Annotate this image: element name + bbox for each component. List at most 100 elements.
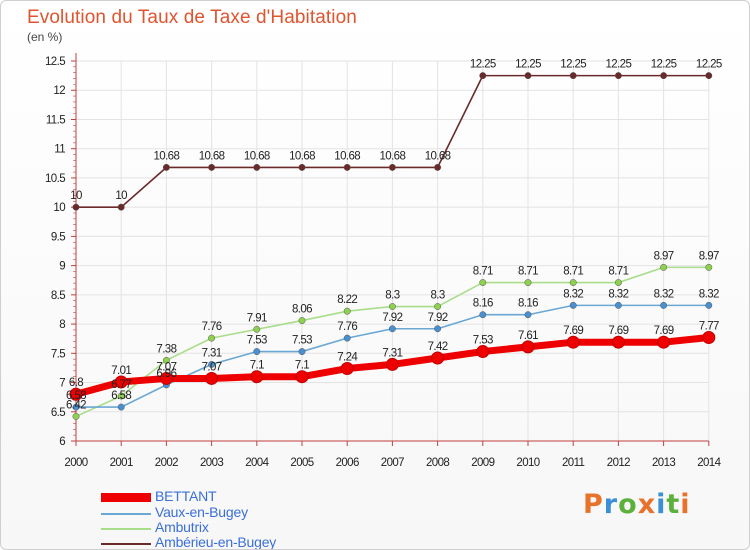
data-point: [660, 72, 668, 80]
series-group: [69, 72, 716, 420]
y-tick-label: 12.5: [45, 56, 65, 68]
data-label: 12.25: [606, 59, 632, 71]
data-label: 6.8: [69, 377, 83, 389]
data-point: [434, 163, 442, 171]
data-point: [660, 301, 668, 309]
data-point: [205, 371, 219, 385]
data-label: 7.31: [202, 347, 222, 359]
data-label: 7.31: [382, 347, 402, 359]
data-label: 10.68: [380, 150, 406, 162]
y-tick-label: 11.5: [46, 114, 65, 126]
data-point: [298, 317, 306, 325]
data-label: 7.61: [518, 330, 538, 342]
grid: [75, 60, 710, 442]
data-point: [388, 163, 396, 171]
data-point: [69, 387, 83, 401]
x-tick-label: 2012: [607, 457, 630, 469]
data-label: 7.77: [699, 321, 719, 333]
y-tick-label: 8: [59, 319, 65, 331]
data-point: [434, 325, 442, 333]
data-point: [657, 335, 671, 349]
y-tick-label: 7.5: [51, 348, 65, 360]
data-label: 7.69: [654, 325, 674, 337]
x-tick-label: 2009: [471, 457, 494, 469]
data-label: 7.53: [247, 335, 267, 347]
data-label: 7.01: [111, 365, 131, 377]
data-point: [385, 357, 399, 371]
data-label: 10.68: [334, 150, 360, 162]
data-point: [253, 348, 261, 356]
x-tick-label: 2013: [652, 457, 675, 469]
data-label: 12.25: [651, 59, 677, 71]
data-label: 7.53: [292, 335, 312, 347]
y-tick-label: 6: [59, 436, 65, 448]
x-tick-label: 2010: [516, 457, 539, 469]
data-point: [117, 203, 125, 211]
data-label: 12.25: [560, 59, 586, 71]
data-label: 8.71: [563, 266, 583, 278]
data-point: [431, 351, 445, 365]
data-label: 8.97: [654, 250, 674, 262]
data-label: 12.25: [470, 59, 496, 71]
data-point: [340, 362, 354, 376]
data-point: [524, 311, 532, 319]
data-point: [702, 331, 716, 345]
data-point: [524, 279, 532, 287]
y-tick-label: 9: [59, 261, 65, 273]
data-point: [614, 301, 622, 309]
data-label: 8.3: [385, 290, 399, 302]
data-label: 7.1: [295, 360, 309, 372]
unit-label: (en %): [27, 30, 63, 44]
data-label: 6.58: [111, 390, 131, 402]
x-tick-label: 2000: [64, 457, 87, 469]
data-label: 7.91: [247, 312, 267, 324]
data-point: [611, 335, 625, 349]
data-point: [298, 348, 306, 356]
y-tick-label: 6.5: [51, 407, 65, 419]
data-point: [524, 72, 532, 80]
data-label: 6.96: [156, 368, 176, 380]
data-point: [614, 279, 622, 287]
data-point: [208, 163, 216, 171]
data-label: 7.42: [428, 341, 448, 353]
data-point: [72, 203, 80, 211]
data-point: [569, 301, 577, 309]
data-point: [614, 72, 622, 80]
data-point: [253, 163, 261, 171]
y-tick-label: 10: [53, 202, 65, 214]
data-label: 8.97: [699, 250, 719, 262]
data-point: [72, 412, 80, 420]
data-label: 10.68: [425, 150, 451, 162]
x-tick-label: 2004: [245, 457, 269, 469]
legend-label: Ambutrix: [155, 519, 209, 535]
data-point: [388, 325, 396, 333]
data-label: 12.25: [696, 59, 722, 71]
legend-label: BETTANT: [155, 488, 217, 504]
legend-label: Vaux-en-Bugey: [155, 504, 248, 520]
data-label: 6.42: [66, 399, 86, 411]
data-label: 6.58: [66, 390, 86, 402]
x-tick-label: 2003: [200, 457, 223, 469]
data-point: [114, 375, 128, 389]
data-label: 8.71: [473, 266, 493, 278]
data-point: [705, 72, 713, 80]
data-point: [298, 163, 306, 171]
y-tick-label: 8.5: [51, 290, 65, 302]
x-axis: 2000 2001 2002 2003 2004 2005 2006 2007 2008 2009…: [64, 441, 722, 469]
chart-title: Evolution du Taux de Taxe d'Habitation: [27, 7, 357, 28]
x-tick-label: 2005: [290, 457, 313, 469]
data-point: [343, 307, 351, 315]
data-point: [250, 370, 264, 384]
data-label: 7.53: [473, 335, 493, 347]
data-point: [705, 301, 713, 309]
data-label: 12.25: [515, 59, 541, 71]
y-tick-label: 10.5: [45, 173, 65, 185]
x-tick-label: 2014: [697, 457, 721, 469]
data-point: [343, 163, 351, 171]
data-point: [521, 340, 535, 354]
data-point: [388, 303, 396, 310]
data-point: [159, 371, 173, 385]
legend-swatch: [101, 513, 151, 515]
